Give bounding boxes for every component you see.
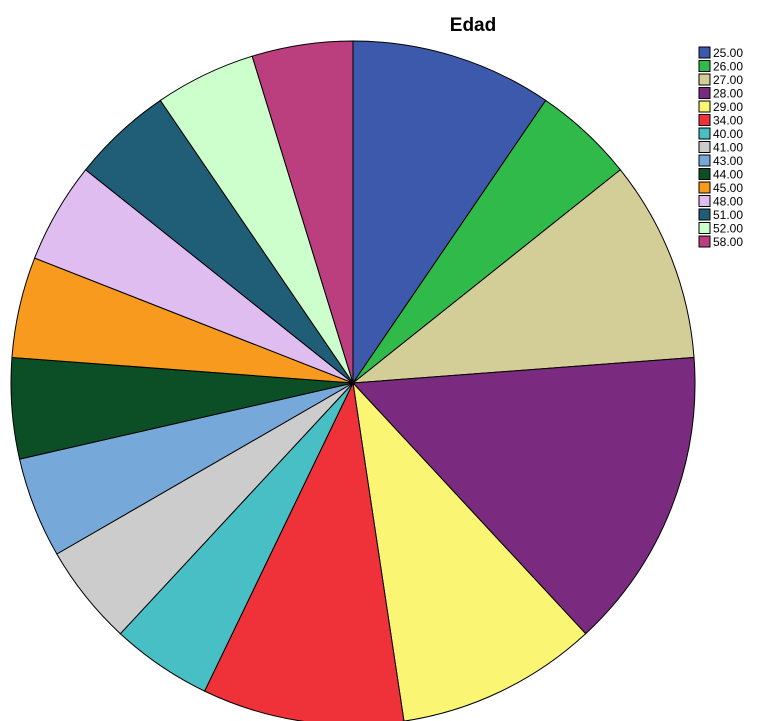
- legend-swatch-41.00: [698, 141, 711, 153]
- legend-swatch-45.00: [698, 181, 711, 194]
- legend-label-43.00: 43.00: [713, 154, 743, 168]
- legend-swatch-51.00: [698, 208, 711, 221]
- legend-swatch-58.00: [698, 235, 711, 248]
- legend-label-29.00: 29.00: [713, 100, 743, 114]
- legend-label-34.00: 34.00: [713, 114, 743, 128]
- pie-slices: [10, 40, 696, 721]
- chart-title: Edad: [450, 15, 496, 36]
- legend-label-40.00: 40.00: [713, 127, 743, 141]
- legend-label-26.00: 26.00: [713, 60, 743, 74]
- legend: 25.0026.0027.0028.0029.0034.0040.0041.00…: [698, 46, 743, 249]
- legend-label-41.00: 41.00: [713, 141, 743, 155]
- legend-swatch-48.00: [698, 195, 711, 207]
- legend-swatch-43.00: [698, 154, 711, 167]
- legend-label-48.00: 48.00: [713, 195, 743, 209]
- legend-label-52.00: 52.00: [713, 222, 743, 236]
- legend-swatch-26.00: [698, 60, 711, 72]
- legend-swatch-25.00: [698, 46, 711, 59]
- legend-label-45.00: 45.00: [713, 181, 743, 195]
- pie-slice-25.00: [352, 40, 547, 385]
- pie-slice-29.00: [352, 381, 587, 721]
- pie-slice-34.00: [203, 381, 405, 721]
- pie-slice-27.00: [351, 169, 695, 384]
- legend-swatch-40.00: [698, 127, 711, 140]
- legend-swatch-34.00: [698, 114, 711, 126]
- legend-swatch-52.00: [698, 222, 711, 234]
- legend-swatch-27.00: [698, 73, 711, 86]
- legend-label-27.00: 27.00: [713, 73, 743, 87]
- legend-swatch-44.00: [698, 168, 711, 180]
- pie-slice-28.00: [351, 356, 696, 635]
- legend-label-25.00: 25.00: [713, 46, 743, 60]
- legend-label-28.00: 28.00: [713, 87, 743, 101]
- legend-label-44.00: 44.00: [713, 168, 743, 182]
- legend-label-58.00: 58.00: [713, 235, 743, 249]
- legend-swatch-28.00: [698, 87, 711, 99]
- legend-label-51.00: 51.00: [713, 208, 743, 222]
- legend-swatch-29.00: [698, 100, 711, 113]
- pie-slice-58.00: [251, 40, 354, 384]
